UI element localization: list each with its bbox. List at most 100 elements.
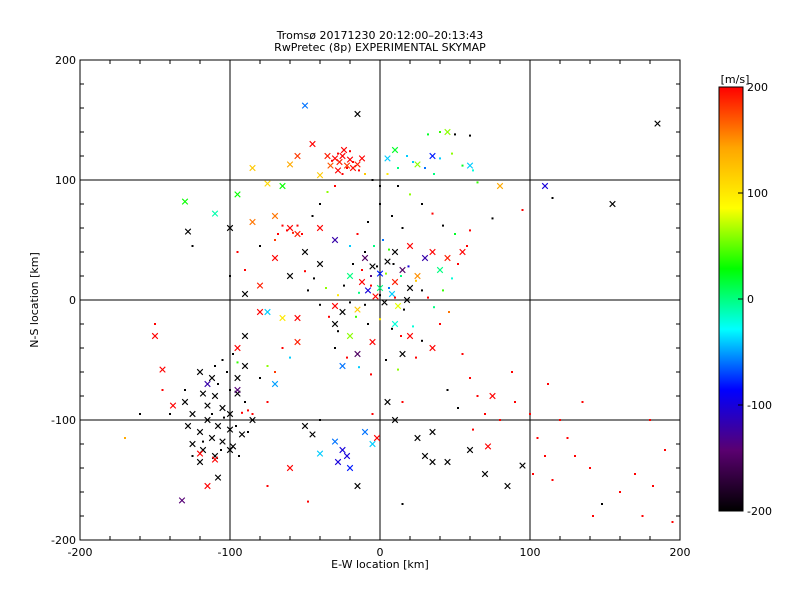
x-tick-label: 200 [670, 546, 691, 559]
data-point-cross [151, 332, 159, 340]
data-point-cross [376, 284, 384, 292]
data-point-dot [476, 395, 479, 397]
data-point-cross [361, 428, 369, 436]
data-point-cross [388, 290, 396, 298]
data-point-dot [266, 365, 269, 367]
colorbar-ticks: 200 100 0 -100 -200 [738, 81, 772, 518]
data-point-cross [214, 422, 222, 430]
x-tick-label: -200 [68, 546, 93, 559]
data-point-cross [406, 242, 414, 250]
data-point-cross [301, 248, 309, 256]
data-point-cross [316, 450, 324, 457]
data-point-dot [266, 485, 269, 487]
data-point-cross [346, 464, 354, 472]
y-tick-label: -100 [51, 414, 76, 427]
data-point-cross [196, 428, 204, 436]
data-point-cross [234, 344, 241, 352]
data-point-cross [384, 155, 391, 162]
colorbar-tick-label: 200 [747, 81, 768, 94]
data-point-dot [370, 373, 372, 376]
data-point-dot [451, 277, 453, 280]
y-tick-label: 100 [55, 174, 76, 187]
data-point-cross [343, 162, 351, 169]
data-point-dot [370, 275, 372, 277]
data-point-cross [489, 392, 496, 400]
data-point-cross [394, 302, 402, 310]
data-point-cross [406, 332, 414, 340]
data-point-dot [439, 131, 441, 133]
data-point-dot [439, 157, 441, 160]
colorbar-tick-label: -100 [747, 399, 772, 412]
data-point-cross [414, 161, 421, 168]
data-point-dot [431, 212, 434, 215]
colorbar-tick-label: 100 [747, 187, 768, 200]
data-point-dot [371, 413, 374, 415]
data-point-cross [234, 374, 241, 382]
data-point-dot [355, 315, 357, 318]
data-point-dot [391, 327, 393, 330]
data-point-cross [208, 434, 216, 442]
data-point-dot [589, 467, 591, 469]
data-point-cross [159, 366, 166, 373]
data-point-dot [391, 215, 393, 217]
data-point-cross [331, 438, 339, 445]
data-point-dot [421, 289, 423, 292]
data-point-cross [271, 380, 279, 388]
data-point-dot [211, 413, 213, 415]
data-point-cross [316, 260, 324, 268]
data-point-cross [369, 263, 376, 270]
y-tick-label: 0 [69, 294, 76, 307]
data-point-dot [236, 361, 239, 364]
data-point-cross [519, 462, 526, 469]
data-point-dot [397, 167, 399, 169]
data-point-cross [264, 308, 271, 316]
data-point-cross [358, 155, 366, 162]
data-point-dot [407, 265, 410, 268]
data-point-cross [496, 182, 504, 190]
data-point-dot [337, 152, 339, 155]
data-point-cross [184, 228, 192, 235]
data-point-cross [336, 158, 343, 166]
data-point-dot [307, 289, 309, 292]
data-point-cross [249, 416, 256, 424]
data-point-dot [325, 287, 327, 289]
data-point-cross [403, 296, 411, 304]
data-point-dot [364, 303, 366, 306]
data-point-dot [385, 359, 387, 361]
data-point-dot [326, 191, 329, 193]
data-point-cross [429, 428, 436, 436]
data-point-dot [566, 437, 569, 439]
data-point-cross [219, 438, 226, 445]
data-point-cross [219, 404, 226, 412]
data-point-cross [214, 474, 222, 481]
data-point-cross [241, 290, 249, 298]
data-point-cross [421, 452, 429, 460]
data-point-dot [238, 455, 240, 457]
data-point-dot [251, 413, 254, 415]
data-point-cross [421, 254, 429, 262]
data-point-dot [319, 203, 321, 205]
data-point-cross [484, 443, 492, 450]
data-point-dot [536, 437, 539, 439]
data-point-dot [296, 224, 299, 227]
data-point-dot [319, 303, 321, 306]
data-point-cross [196, 458, 204, 466]
data-point-dot [358, 291, 360, 294]
data-point-dot [412, 161, 414, 163]
data-point-dot [311, 215, 314, 217]
data-point-cross [331, 302, 339, 310]
data-point-dot [376, 265, 378, 268]
data-point-dot [544, 455, 546, 457]
data-point-cross [327, 162, 334, 169]
data-point-dot [244, 401, 246, 403]
data-point-dot [274, 239, 276, 241]
x-tick-label: 100 [520, 546, 541, 559]
data-point-cross [354, 110, 361, 118]
data-point-dot [235, 425, 237, 427]
colorbar-tick-label: -200 [747, 505, 772, 518]
data-point-dot [664, 449, 666, 451]
data-point-dot [346, 167, 348, 169]
data-point-dot [547, 383, 549, 385]
data-point-dot [401, 503, 404, 505]
